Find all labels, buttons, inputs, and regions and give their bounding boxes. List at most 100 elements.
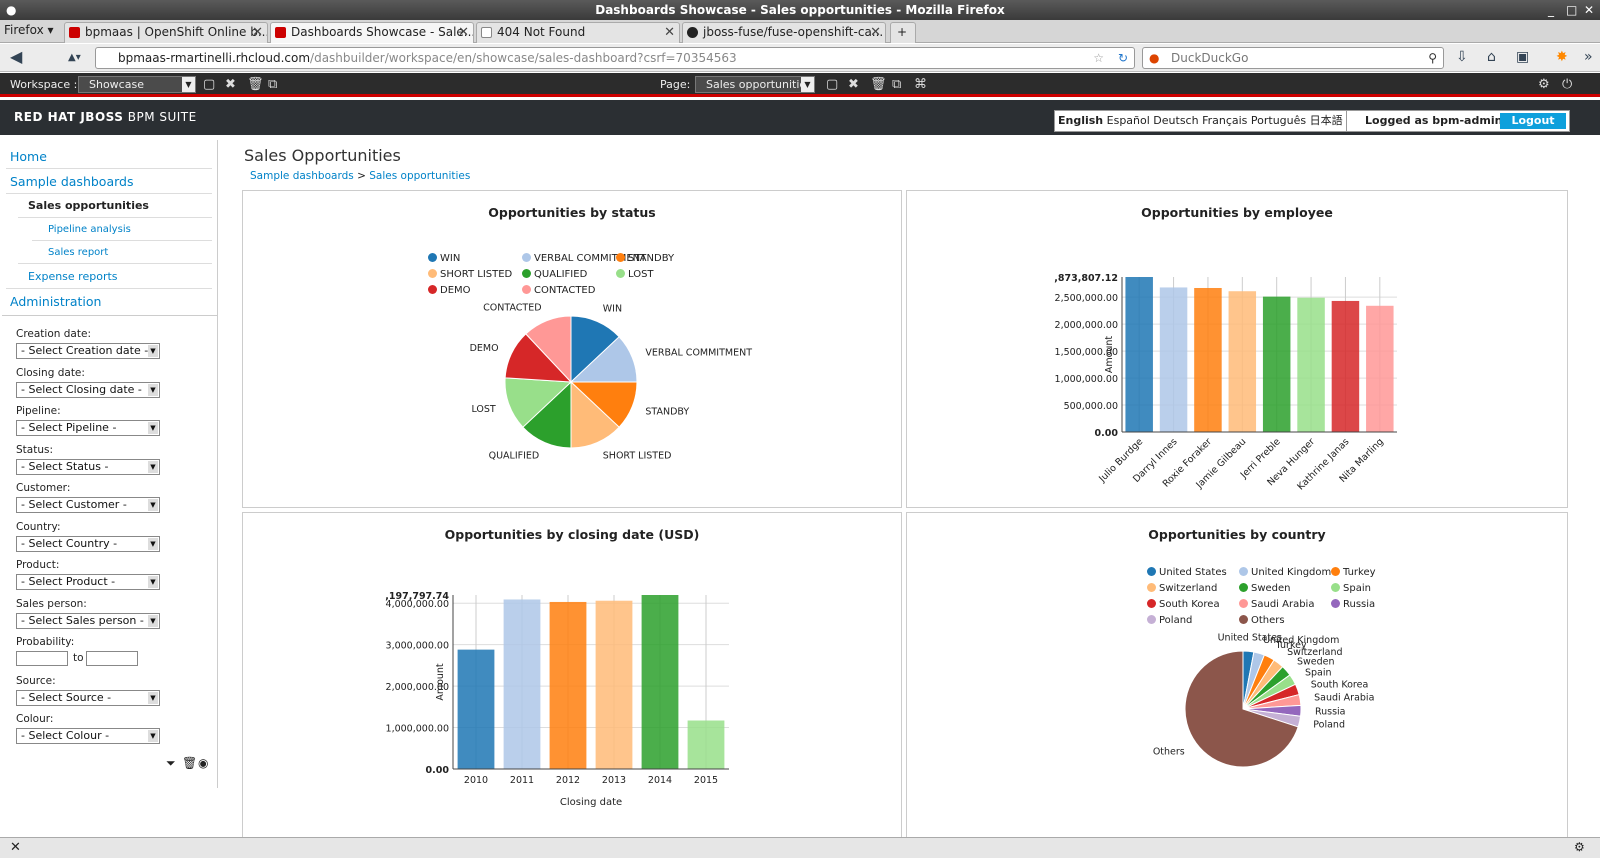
- legend-item[interactable]: South Korea: [1147, 599, 1220, 610]
- filter-select[interactable]: - Select Product - ▼: [16, 574, 160, 590]
- close-addon-bar-icon[interactable]: ✕: [10, 840, 21, 855]
- legend-swatch: [428, 285, 437, 294]
- language-options[interactable]: Español Deutsch Français Português 日本語 中…: [1106, 114, 1369, 127]
- legend-item[interactable]: Russia: [1331, 599, 1375, 610]
- duplicate-workspace-icon[interactable]: ⧉: [268, 77, 278, 92]
- legend-item[interactable]: Poland: [1147, 615, 1192, 626]
- filter-select[interactable]: - Select Creation date - ▼: [16, 343, 160, 359]
- page-properties-icon[interactable]: ✖: [848, 77, 859, 92]
- legend-item[interactable]: Turkey: [1331, 567, 1376, 578]
- filter-select[interactable]: - Select Sales person - ▼: [16, 612, 160, 629]
- legend-item[interactable]: Switzerland: [1147, 583, 1217, 594]
- reload-icon[interactable]: ↻: [1117, 51, 1128, 65]
- url-bar[interactable]: bpmaas-rmartinelli.rhcloud.com/dashbuild…: [95, 47, 1135, 69]
- nav-administration[interactable]: Administration: [10, 294, 102, 309]
- identity-icon[interactable]: ▲▾: [68, 52, 81, 63]
- new-workspace-icon[interactable]: ▢: [203, 77, 216, 92]
- logout-button[interactable]: Logout: [1500, 113, 1566, 129]
- filter-select[interactable]: - Select Customer - ▼: [16, 497, 160, 513]
- download-icon[interactable]: ⇩: [1456, 49, 1468, 65]
- search-input[interactable]: ● DuckDuckGo ⚲: [1142, 47, 1444, 69]
- addon-icon[interactable]: ✸: [1556, 49, 1568, 65]
- legend-item[interactable]: SHORT LISTED: [428, 269, 512, 280]
- legend-item[interactable]: Sweden: [1239, 583, 1291, 594]
- power-icon[interactable]: ⏻: [1562, 77, 1573, 92]
- close-tab-icon[interactable]: ✕: [252, 25, 263, 40]
- add-panel-icon[interactable]: ⌘: [914, 77, 927, 92]
- legend-item[interactable]: WIN: [428, 253, 460, 264]
- bookmarks-icon[interactable]: ▣: [1516, 49, 1530, 65]
- divider: [32, 240, 212, 241]
- filter-select[interactable]: - Select Closing date - ▼: [16, 381, 160, 398]
- legend-item[interactable]: DEMO: [428, 285, 471, 296]
- gear-icon[interactable]: ⚙: [1538, 77, 1550, 92]
- refresh-icon[interactable]: ◉: [198, 756, 209, 770]
- close-tab-icon[interactable]: ✕: [870, 25, 881, 40]
- filter-icon[interactable]: ⏷: [166, 756, 176, 770]
- language-selector[interactable]: English Español Deutsch Français Portugu…: [1054, 110, 1373, 132]
- back-arrow-icon[interactable]: ◀: [10, 47, 23, 66]
- probability-from-input[interactable]: [16, 651, 68, 666]
- new-page-icon[interactable]: ▢: [826, 77, 839, 92]
- filter-label: Closing date:: [16, 366, 85, 379]
- filter-select[interactable]: - Select Source - ▼: [16, 689, 160, 706]
- breadcrumb-sample-dashboards[interactable]: Sample dashboards: [250, 170, 354, 182]
- duplicate-page-icon[interactable]: ⧉: [892, 77, 902, 92]
- home-icon[interactable]: ⌂: [1487, 49, 1496, 65]
- breadcrumb-sales-opportunities[interactable]: Sales opportunities: [369, 170, 471, 182]
- tab-dashboards[interactable]: Dashboards Showcase - Sale... ✕: [270, 22, 474, 43]
- filter-select[interactable]: - Select Colour - ▼: [16, 728, 160, 744]
- nav-home[interactable]: Home: [10, 149, 47, 164]
- new-tab-button[interactable]: +: [890, 22, 916, 43]
- close-tab-icon[interactable]: ✕: [458, 25, 469, 40]
- close-window-icon[interactable]: ✕: [1584, 3, 1595, 17]
- bookmark-star-icon[interactable]: ☆: [1093, 51, 1104, 65]
- delete-workspace-icon[interactable]: 🗑: [247, 77, 264, 92]
- tab-github[interactable]: jboss-fuse/fuse-openshift-ca... ✕: [682, 22, 886, 43]
- url-path: /dashbuilder/workspace/en/showcase/sales…: [310, 51, 737, 65]
- delete-page-icon[interactable]: 🗑: [870, 77, 887, 92]
- workspace-select[interactable]: Showcase ▼: [78, 76, 196, 93]
- legend-item[interactable]: United Kingdom: [1239, 567, 1331, 578]
- binoculars-icon[interactable]: ⚲: [1428, 51, 1437, 65]
- page-select[interactable]: Sales opportunities ▼: [695, 76, 815, 93]
- nav-sample-dashboards[interactable]: Sample dashboards: [10, 174, 134, 189]
- trash-icon[interactable]: 🗑: [182, 756, 198, 770]
- tab-404[interactable]: 404 Not Found ✕: [476, 22, 680, 43]
- minimize-icon[interactable]: _: [1548, 3, 1554, 17]
- nav-sales-opportunities[interactable]: Sales opportunities: [28, 199, 149, 212]
- maximize-icon[interactable]: □: [1566, 3, 1578, 17]
- probability-to-label: to: [73, 652, 84, 664]
- x-axis-title: Closing date: [560, 797, 622, 808]
- legend-item[interactable]: CONTACTED: [522, 285, 595, 296]
- overflow-icon[interactable]: »: [1584, 49, 1593, 65]
- nav-sales-report[interactable]: Sales report: [48, 247, 109, 258]
- slice-label: CONTACTED: [483, 303, 541, 314]
- slice-label: LOST: [471, 404, 495, 415]
- nav-expense-reports[interactable]: Expense reports: [28, 270, 118, 283]
- legend-item[interactable]: United States: [1147, 567, 1227, 578]
- brand-light: BPM SUITE: [127, 110, 197, 124]
- firefox-menu-button[interactable]: Firefox ▾: [4, 23, 54, 37]
- legend-item[interactable]: Saudi Arabia: [1239, 599, 1314, 610]
- legend-item[interactable]: LOST: [616, 269, 654, 280]
- bar: [595, 600, 633, 769]
- legend-item[interactable]: STANDBY: [616, 253, 674, 264]
- legend-item[interactable]: VERBAL COMMITMENT: [522, 253, 646, 264]
- filter-select[interactable]: - Select Status - ▼: [16, 458, 160, 475]
- tab-label: Dashboards Showcase - Sale...: [291, 25, 474, 39]
- legend-item[interactable]: QUALIFIED: [522, 269, 587, 280]
- workspace-properties-icon[interactable]: ✖: [225, 77, 236, 92]
- close-tab-icon[interactable]: ✕: [664, 25, 675, 40]
- tab-openshift[interactable]: bpmaas | OpenShift Online b... ✕: [64, 22, 268, 43]
- slice-label: Turkey: [1275, 640, 1307, 651]
- legend-label: Turkey: [1343, 567, 1376, 578]
- x-tick-label: 2014: [648, 775, 672, 786]
- nav-pipeline-analysis[interactable]: Pipeline analysis: [48, 224, 131, 235]
- filter-select[interactable]: - Select Country - ▼: [16, 535, 160, 552]
- legend-item[interactable]: Others: [1239, 615, 1285, 626]
- legend-item[interactable]: Spain: [1331, 583, 1371, 594]
- addon-bar-icon[interactable]: ⚙: [1574, 840, 1585, 854]
- filter-select[interactable]: - Select Pipeline - ▼: [16, 420, 160, 436]
- probability-to-input[interactable]: [86, 651, 138, 666]
